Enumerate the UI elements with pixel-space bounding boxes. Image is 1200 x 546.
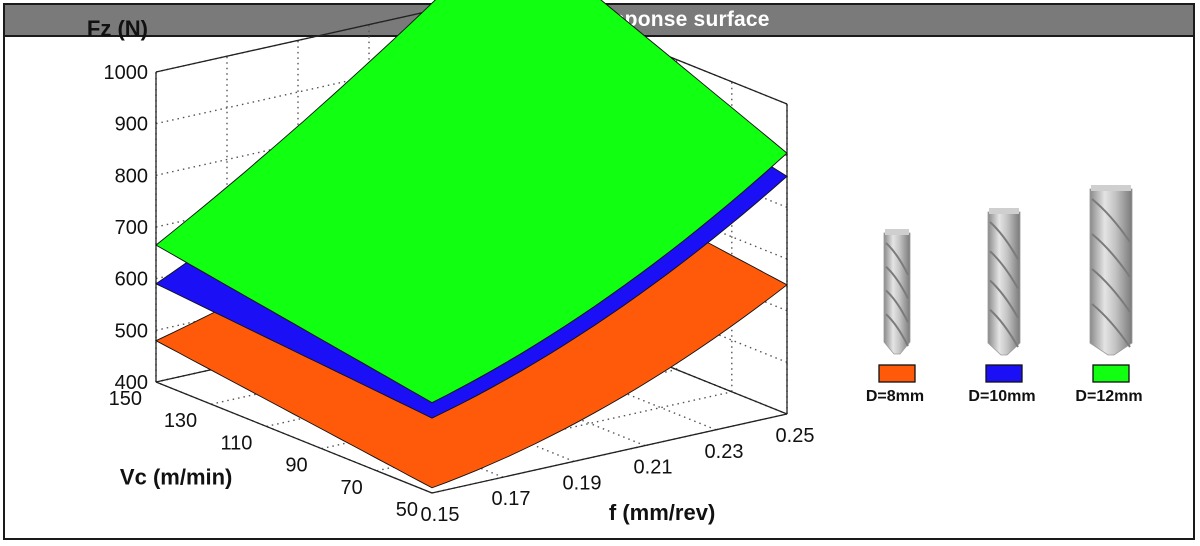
legend-swatch: [1092, 364, 1130, 383]
legend-label: D=8mm: [866, 388, 924, 405]
z-tick-label: 400: [115, 372, 148, 394]
surface-d-12mm: [155, 0, 788, 404]
y-tick-label: 90: [285, 455, 307, 477]
x-tick-label: 0.25: [776, 425, 815, 447]
drill-bit-10mm-icon: [987, 208, 1021, 356]
z-axis-title: Fz (N): [87, 16, 148, 41]
x-tick-label: 0.17: [492, 488, 531, 510]
z-tick-label: 1000: [104, 62, 149, 84]
x-tick-label: 0.23: [705, 441, 744, 463]
z-tick-label: 900: [115, 114, 148, 136]
x-tick-label: 0.19: [563, 472, 602, 494]
y-tick-label: 50: [396, 499, 418, 521]
y-axis-title: Vc (m/min): [120, 464, 232, 489]
y-tick-label: 130: [164, 410, 197, 432]
legend-label: D=12mm: [1075, 388, 1142, 405]
y-tick-label: 70: [341, 477, 363, 499]
axis-ticks: 400 500 600 700 800 900 1000 0.15 0.17 0.19 0.21 0.…: [87, 16, 815, 526]
drill-bit-8mm-icon: [883, 229, 911, 355]
y-tick-label: 110: [221, 432, 253, 454]
legend-swatch: [985, 364, 1023, 383]
legend: D=8mm D=10mm D=12mm: [866, 185, 1143, 405]
x-tick-label: 0.15: [421, 504, 460, 526]
z-tick-label: 500: [115, 320, 148, 342]
z-tick-label: 800: [115, 165, 148, 187]
legend-label: D=10mm: [968, 388, 1035, 405]
x-axis-title: f (mm/rev): [609, 500, 715, 525]
x-tick-label: 0.21: [634, 457, 673, 479]
surfaces: [154, 0, 788, 489]
drill-bit-12mm-icon: [1089, 185, 1133, 356]
z-tick-label: 600: [115, 269, 148, 291]
legend-swatch: [878, 364, 916, 383]
z-tick-label: 700: [115, 217, 148, 239]
y-tick-label: 150: [109, 388, 142, 410]
